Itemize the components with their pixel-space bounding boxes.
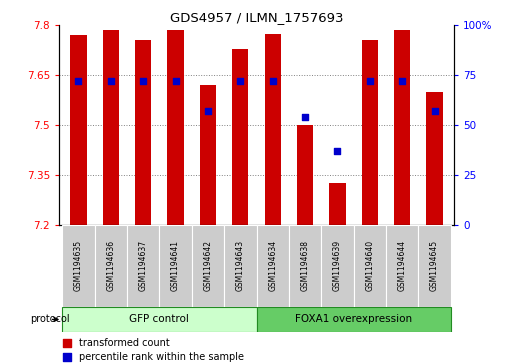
Text: GSM1194645: GSM1194645 xyxy=(430,240,439,291)
Point xyxy=(74,78,83,84)
Text: GFP control: GFP control xyxy=(129,314,189,325)
Text: transformed count: transformed count xyxy=(79,338,169,348)
Bar xyxy=(329,183,346,225)
Text: GSM1194635: GSM1194635 xyxy=(74,240,83,291)
Point xyxy=(398,78,406,84)
Point xyxy=(301,114,309,120)
Bar xyxy=(297,125,313,225)
Bar xyxy=(419,225,451,307)
Bar xyxy=(394,30,410,225)
Bar xyxy=(426,92,443,225)
Text: FOXA1 overexpression: FOXA1 overexpression xyxy=(295,314,412,325)
Bar xyxy=(353,225,386,307)
Bar xyxy=(224,225,256,307)
Point xyxy=(204,109,212,114)
Bar xyxy=(103,30,119,225)
Text: GSM1194634: GSM1194634 xyxy=(268,240,277,291)
Text: GSM1194640: GSM1194640 xyxy=(365,240,374,291)
Bar xyxy=(127,225,160,307)
Text: GSM1194644: GSM1194644 xyxy=(398,240,407,291)
Bar xyxy=(70,36,87,225)
Bar xyxy=(362,40,378,225)
Point xyxy=(333,148,342,154)
Text: GSM1194636: GSM1194636 xyxy=(106,240,115,291)
Bar xyxy=(135,40,151,225)
Bar xyxy=(256,225,289,307)
Bar xyxy=(265,34,281,225)
Point xyxy=(139,78,147,84)
Point xyxy=(63,354,71,360)
Text: GSM1194643: GSM1194643 xyxy=(236,240,245,291)
Text: GSM1194641: GSM1194641 xyxy=(171,240,180,291)
Point xyxy=(171,78,180,84)
Text: GSM1194642: GSM1194642 xyxy=(204,240,212,291)
Point xyxy=(366,78,374,84)
Text: GSM1194638: GSM1194638 xyxy=(301,240,309,291)
Text: GSM1194639: GSM1194639 xyxy=(333,240,342,291)
Bar xyxy=(62,307,256,332)
Bar xyxy=(62,225,94,307)
Point xyxy=(107,78,115,84)
Bar xyxy=(94,225,127,307)
Bar xyxy=(200,85,216,225)
Bar xyxy=(232,49,248,225)
Point xyxy=(236,78,244,84)
Text: protocol: protocol xyxy=(30,314,69,325)
Point xyxy=(269,78,277,84)
Bar xyxy=(192,225,224,307)
Point xyxy=(430,109,439,114)
Bar xyxy=(160,225,192,307)
Bar xyxy=(289,225,321,307)
Point xyxy=(63,340,71,346)
Bar xyxy=(256,307,451,332)
Title: GDS4957 / ILMN_1757693: GDS4957 / ILMN_1757693 xyxy=(170,11,343,24)
Bar xyxy=(167,30,184,225)
Text: GSM1194637: GSM1194637 xyxy=(139,240,148,291)
Bar xyxy=(386,225,419,307)
Bar xyxy=(321,225,353,307)
Text: percentile rank within the sample: percentile rank within the sample xyxy=(79,352,244,362)
